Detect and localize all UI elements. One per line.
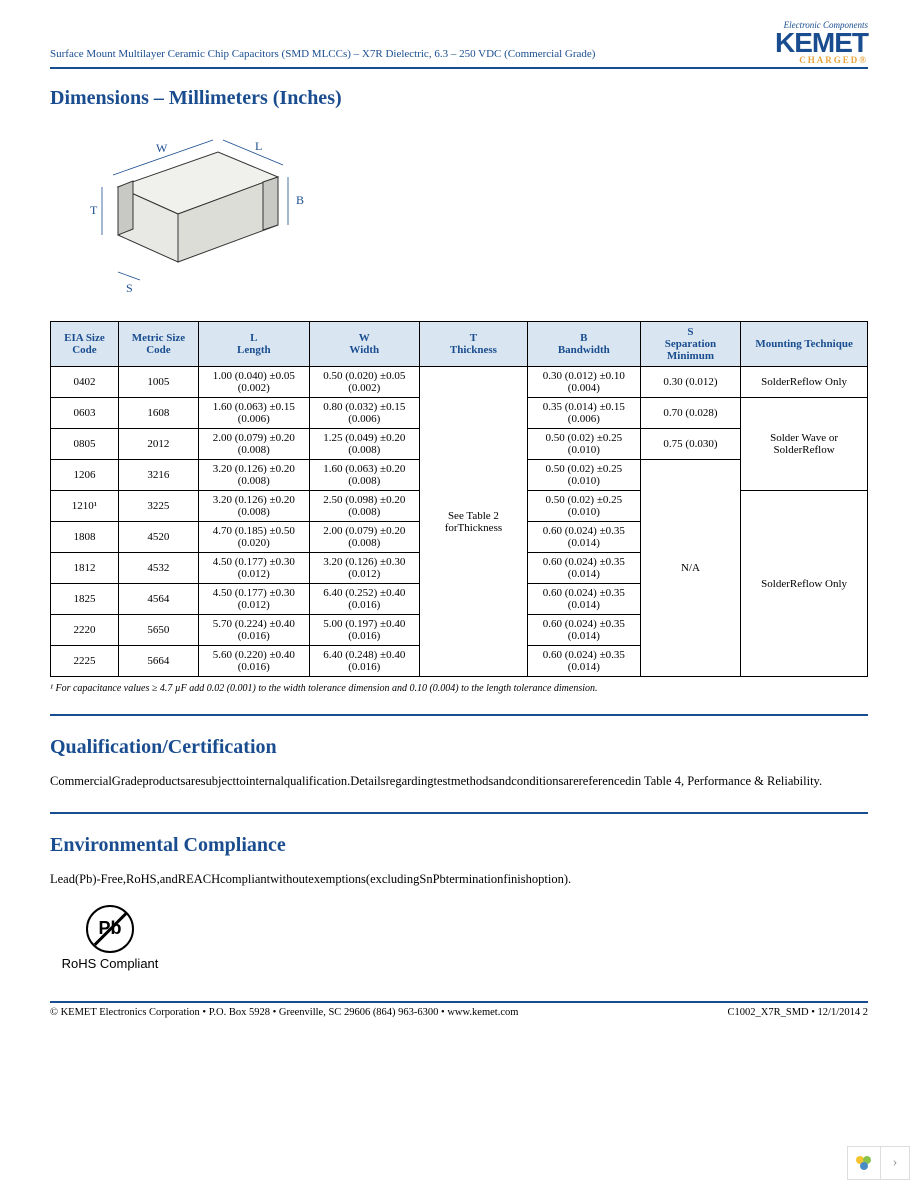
section-title-dimensions: Dimensions – Millimeters (Inches) xyxy=(50,87,868,110)
dim-label-L: L xyxy=(255,139,262,153)
page-header: Surface Mount Multilayer Ceramic Chip Ca… xyxy=(50,20,868,69)
environmental-text: Lead(Pb)-Free,RoHS,andREACHcompliantwith… xyxy=(50,869,868,890)
na-cell: N/A xyxy=(640,460,740,677)
section-title-qualification: Qualification/Certification xyxy=(50,736,868,759)
mount-wave-cell: Solder Wave or SolderReflow xyxy=(741,398,868,491)
col-bandwidth: BBandwidth xyxy=(527,322,640,367)
mount-reflow-only-cell: SolderReflow Only xyxy=(741,367,868,398)
divider xyxy=(50,714,868,716)
table-footnote: ¹ For capacitance values ≥ 4.7 µF add 0.… xyxy=(50,683,868,694)
section-title-environmental: Environmental Compliance xyxy=(50,834,868,857)
footer-right: C1002_X7R_SMD • 12/1/2014 2 xyxy=(728,1007,868,1018)
col-length: LLength xyxy=(198,322,309,367)
chip-dimension-diagram: W L B T S xyxy=(58,122,868,307)
dim-label-S: S xyxy=(126,281,133,295)
table-row: 0402 1005 1.00 (0.040) ±0.05 (0.002) 0.5… xyxy=(51,367,868,398)
rohs-badge: Pb RoHS Compliant xyxy=(50,905,170,971)
page-footer: © KEMET Electronics Corporation • P.O. B… xyxy=(50,1001,868,1018)
col-separation: SSeparation Minimum xyxy=(640,322,740,367)
dim-label-B: B xyxy=(296,193,304,207)
col-width: WWidth xyxy=(309,322,419,367)
col-mounting: Mounting Technique xyxy=(741,322,868,367)
table-header-row: EIA Size Code Metric Size Code LLength W… xyxy=(51,322,868,367)
header-title: Surface Mount Multilayer Ceramic Chip Ca… xyxy=(50,20,595,60)
nav-logo-icon[interactable] xyxy=(848,1147,880,1179)
thickness-cell: See Table 2 forThickness xyxy=(419,367,527,677)
nav-widget: › xyxy=(847,1146,910,1180)
footer-left: © KEMET Electronics Corporation • P.O. B… xyxy=(50,1007,518,1018)
divider xyxy=(50,812,868,814)
dimensions-table: EIA Size Code Metric Size Code LLength W… xyxy=(50,321,868,677)
qualification-text: CommercialGradeproductsaresubjecttointer… xyxy=(50,771,868,792)
logo-main: KEMET xyxy=(775,30,868,55)
col-metric: Metric Size Code xyxy=(118,322,198,367)
logo: Electronic Components KEMET CHARGED® xyxy=(775,20,868,65)
mount-reflow-only-cell-2: SolderReflow Only xyxy=(741,491,868,677)
dim-label-W: W xyxy=(156,141,168,155)
rohs-label: RoHS Compliant xyxy=(62,956,159,971)
nav-next-button[interactable]: › xyxy=(880,1147,909,1179)
col-eia: EIA Size Code xyxy=(51,322,119,367)
col-thickness: TThickness xyxy=(419,322,527,367)
pb-free-icon: Pb xyxy=(86,905,134,953)
dim-label-T: T xyxy=(90,203,98,217)
